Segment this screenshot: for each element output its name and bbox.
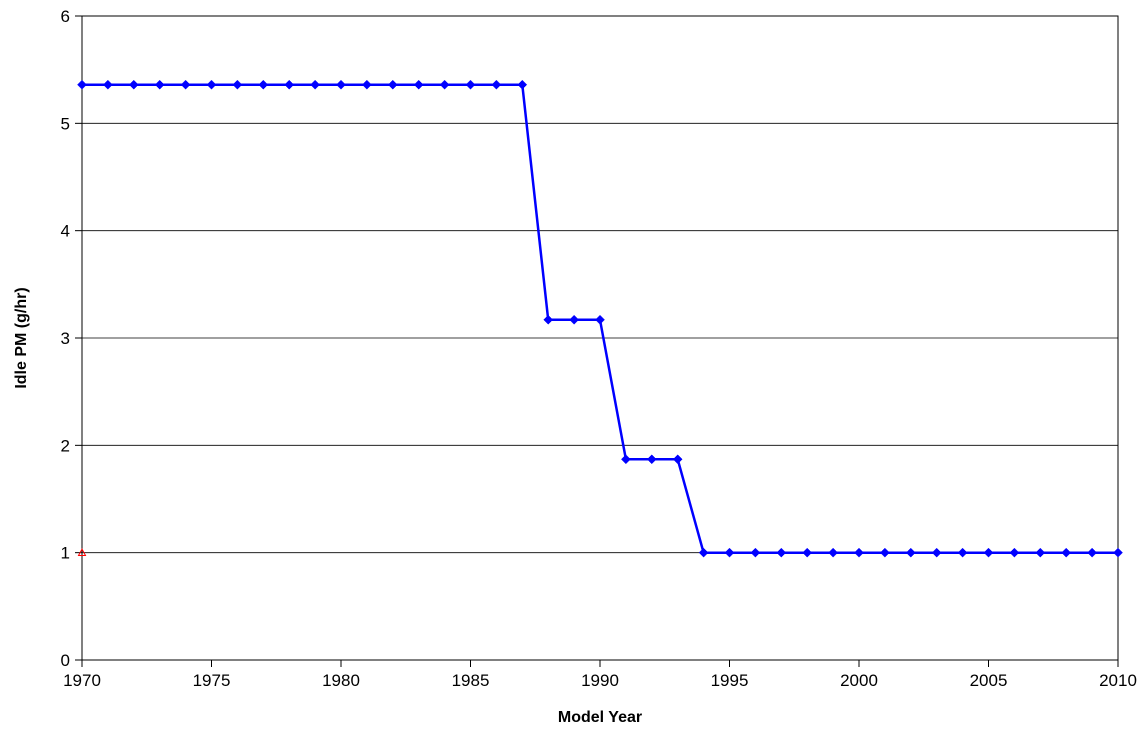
data-point-marker <box>180 79 191 90</box>
data-point-marker <box>232 79 243 90</box>
y-tick-label: 0 <box>61 651 70 670</box>
data-point-marker <box>1087 547 1097 558</box>
data-point-marker <box>77 79 87 90</box>
x-tick-label: 1995 <box>711 671 749 690</box>
data-point-marker <box>1113 547 1123 558</box>
x-tick-label: 1975 <box>193 671 231 690</box>
data-point-marker <box>258 79 269 90</box>
data-point-marker <box>413 79 424 90</box>
data-point-marker <box>750 547 761 558</box>
data-point-marker <box>646 454 657 465</box>
data-point-marker <box>983 547 994 558</box>
data-point-marker <box>103 79 113 90</box>
y-tick-label: 1 <box>61 544 70 563</box>
data-point-marker <box>776 547 787 558</box>
data-point-marker <box>724 547 735 558</box>
y-tick-label: 3 <box>61 329 70 348</box>
data-point-marker <box>362 79 372 90</box>
y-tick-label: 6 <box>61 7 70 26</box>
data-point-marker <box>621 454 631 465</box>
data-point-marker <box>698 547 709 558</box>
x-tick-label: 1970 <box>63 671 101 690</box>
y-tick-label: 5 <box>61 114 70 133</box>
data-point-marker <box>128 79 139 90</box>
data-point-marker <box>465 79 476 90</box>
x-tick-label: 2005 <box>970 671 1008 690</box>
data-point-marker <box>310 79 320 90</box>
data-point-marker <box>905 547 916 558</box>
data-point-marker <box>802 547 813 558</box>
data-point-marker <box>439 79 450 90</box>
data-point-marker <box>491 79 502 90</box>
data-point-marker <box>77 548 87 556</box>
data-point-marker <box>880 547 890 558</box>
data-point-marker <box>154 79 165 90</box>
x-tick-label: 1980 <box>322 671 360 690</box>
data-point-marker <box>543 314 554 325</box>
series-layer <box>77 79 1123 558</box>
y-tick-label: 2 <box>61 436 70 455</box>
data-point-marker <box>1061 547 1072 558</box>
x-tick-label: 2010 <box>1099 671 1137 690</box>
data-point-marker <box>517 79 528 90</box>
data-point-marker <box>284 79 295 90</box>
x-axis-title: Model Year <box>558 709 642 726</box>
data-point-marker <box>1009 547 1020 558</box>
x-tick-label: 1985 <box>452 671 490 690</box>
data-point-marker <box>1035 547 1046 558</box>
data-point-marker <box>672 454 683 465</box>
data-point-marker <box>854 547 864 558</box>
x-tick-label: 1990 <box>581 671 619 690</box>
y-axis-title: Idle PM (g/hr) <box>13 287 30 388</box>
data-point-marker <box>828 547 838 558</box>
data-point-marker <box>569 314 579 325</box>
axes: 0 1 2 3 4 5 6 1970 1975 1980 1985 1990 1995 2000 2005 2… <box>61 7 1137 690</box>
data-point-marker <box>206 79 217 90</box>
data-point-marker <box>336 79 346 90</box>
gridlines <box>82 122 1118 554</box>
data-point-marker <box>595 314 605 325</box>
x-tick-label: 2000 <box>840 671 878 690</box>
data-point-marker <box>931 547 942 558</box>
data-point-marker <box>387 79 398 90</box>
y-tick-label: 4 <box>61 222 70 241</box>
data-point-marker <box>957 547 968 558</box>
